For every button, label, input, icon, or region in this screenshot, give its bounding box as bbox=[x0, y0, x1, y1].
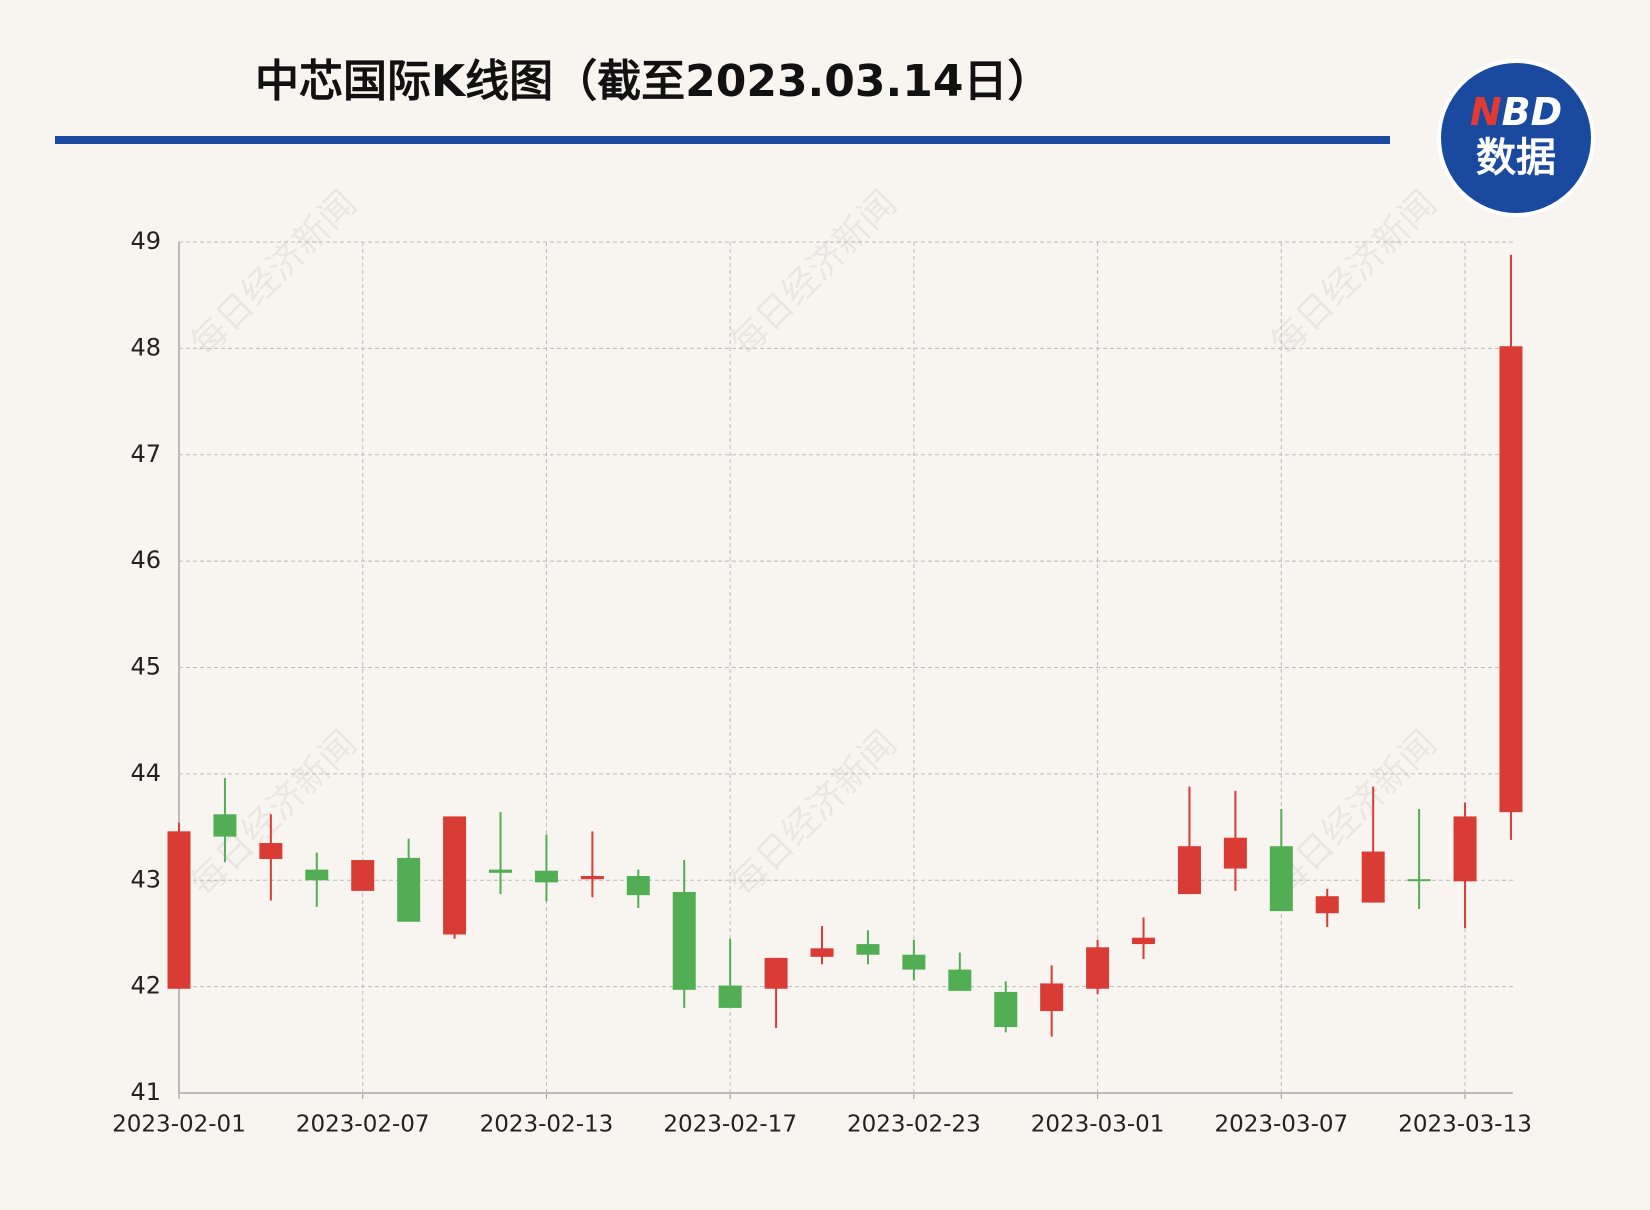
candle-body bbox=[305, 869, 329, 881]
chart-title: 中芯国际K线图（截至2023.03.14日） bbox=[255, 56, 1051, 107]
candle-body bbox=[718, 985, 742, 1008]
logo-label: 数据 bbox=[1476, 135, 1556, 181]
candle-body bbox=[626, 875, 650, 896]
title-rule bbox=[55, 136, 1390, 144]
candle-body bbox=[1223, 837, 1247, 869]
candle-body bbox=[1407, 879, 1431, 882]
x-tick-label: 2023-02-23 bbox=[847, 1112, 981, 1138]
y-tick-label: 41 bbox=[130, 1078, 161, 1106]
candle-body bbox=[259, 843, 283, 859]
candle-body bbox=[1361, 851, 1385, 903]
plot: 41 42 43 44 45 46 47 48 49 2023-02-01 2023-02-07 20… bbox=[112, 227, 1532, 1138]
x-tick-label: 2023-03-07 bbox=[1214, 1112, 1348, 1138]
candle-body bbox=[351, 860, 375, 891]
candle-body bbox=[580, 875, 604, 880]
candle-body bbox=[1132, 937, 1156, 945]
y-tick-label: 48 bbox=[130, 333, 161, 361]
y-tick-label: 44 bbox=[130, 759, 161, 787]
y-tick-label: 42 bbox=[130, 972, 161, 1000]
candle-body bbox=[213, 814, 237, 837]
y-tick-label: 45 bbox=[130, 653, 161, 681]
candle-body bbox=[1040, 983, 1064, 1012]
candle-body bbox=[443, 816, 467, 935]
x-tick-label: 2023-02-17 bbox=[663, 1112, 797, 1138]
x-tick-label: 2023-02-07 bbox=[296, 1112, 430, 1138]
logo-text: NBD bbox=[1470, 90, 1562, 134]
candle-body bbox=[489, 869, 513, 873]
candle-body bbox=[167, 831, 191, 989]
candle-body bbox=[810, 948, 834, 957]
x-tick-label: 2023-03-13 bbox=[1398, 1112, 1532, 1138]
candle-body bbox=[397, 857, 421, 922]
x-tick-label: 2023-02-01 bbox=[112, 1112, 246, 1138]
candle-body bbox=[1086, 947, 1110, 989]
y-tick-label: 46 bbox=[130, 546, 161, 574]
candle-body bbox=[1269, 846, 1293, 912]
logo-bd: BD bbox=[1502, 90, 1563, 134]
candle-body bbox=[948, 969, 972, 991]
candle-body bbox=[534, 870, 558, 883]
candle-body bbox=[764, 957, 788, 989]
candle-body bbox=[1177, 846, 1201, 895]
y-tick-label: 49 bbox=[130, 227, 161, 255]
candle-body bbox=[1453, 816, 1477, 882]
x-tick-label: 2023-02-13 bbox=[480, 1112, 614, 1138]
candle-body bbox=[1499, 346, 1523, 813]
x-tick-label: 2023-03-01 bbox=[1031, 1112, 1165, 1138]
logo-n: N bbox=[1470, 90, 1502, 134]
y-tick-label: 43 bbox=[130, 865, 161, 893]
candle-body bbox=[994, 991, 1018, 1028]
candle-body bbox=[1315, 896, 1339, 914]
candle-body bbox=[672, 891, 696, 990]
y-tick-label: 47 bbox=[130, 440, 161, 468]
candle-body bbox=[856, 944, 880, 955]
logo-badge bbox=[1437, 59, 1595, 217]
candle-body bbox=[902, 954, 926, 970]
